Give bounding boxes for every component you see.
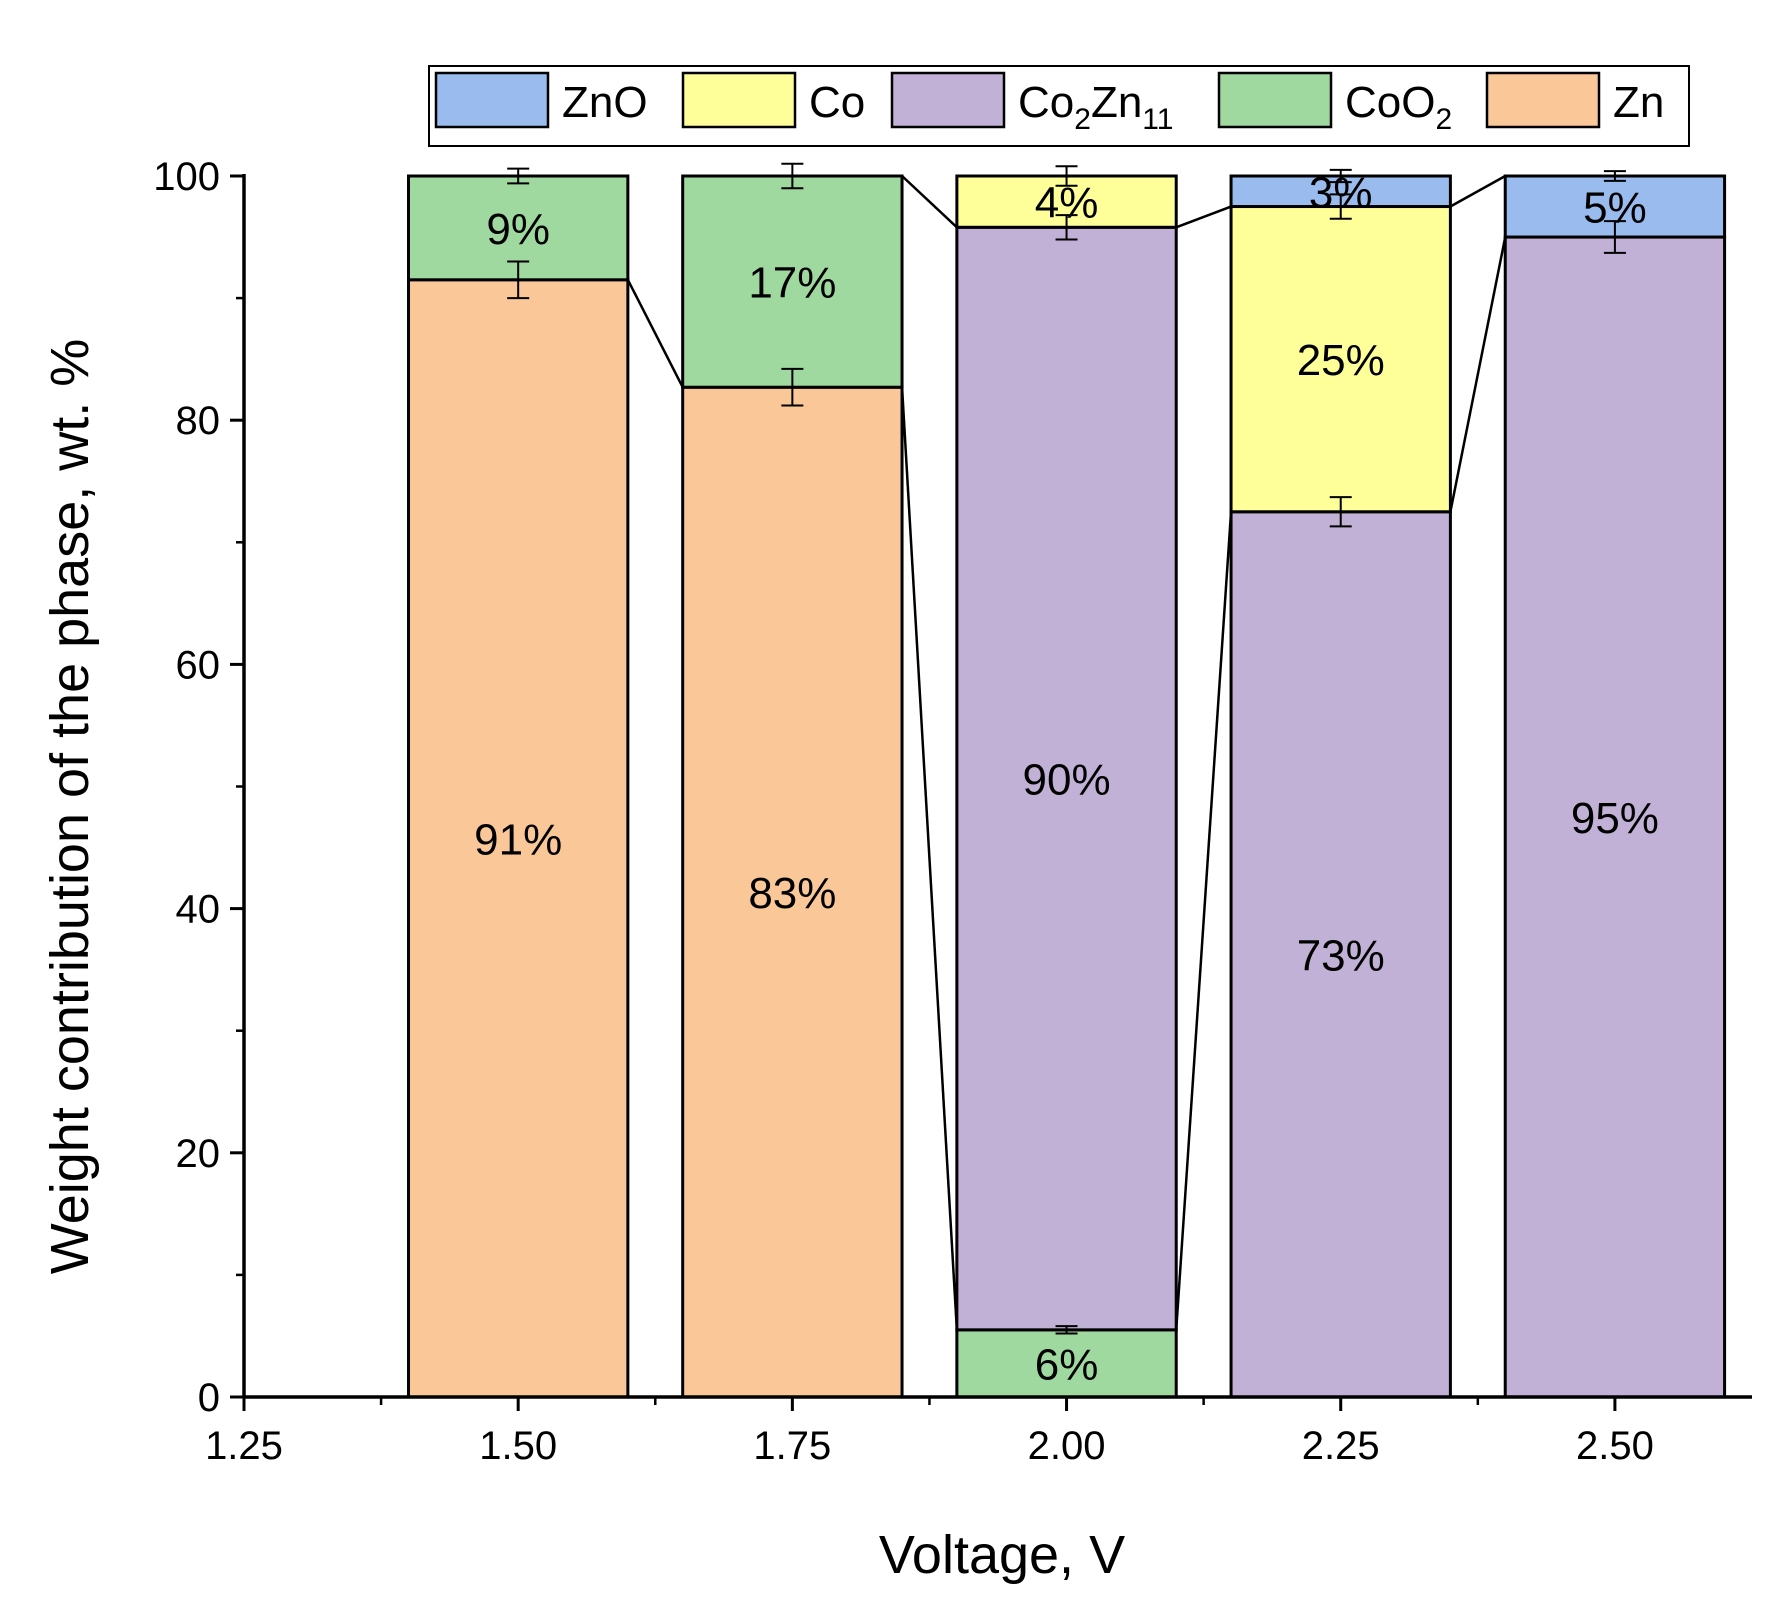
legend-label-co2zn11: Co2Zn11 (1018, 78, 1173, 136)
y-tick-label: 20 (176, 1132, 221, 1176)
bar-segment-co (1229, 205, 1452, 514)
data-label: 25% (1297, 336, 1385, 385)
data-label: 90% (1023, 756, 1111, 805)
y-tick-label: 60 (176, 643, 221, 687)
bar-labels: 91% 9% 83% 17% 6% 90% 4% 73% 25% 3% 95% 5% (474, 168, 1659, 1389)
legend-label-co: Co (809, 78, 865, 127)
connector-line (626, 279, 684, 388)
x-tick-label: 1.50 (479, 1424, 557, 1468)
data-label: 91% (474, 815, 562, 864)
legend-swatch-zno (434, 71, 550, 129)
error-bars (507, 162, 1626, 1335)
data-label: 9% (486, 205, 550, 254)
bars (407, 174, 1727, 1399)
bar-segment-coo2 (955, 1328, 1178, 1399)
legend-label-zno: ZnO (562, 78, 648, 127)
legend-swatch-co (681, 71, 797, 129)
bar-segment-coo2 (681, 174, 904, 389)
y-tick-label: 0 (198, 1376, 220, 1420)
data-label: 95% (1571, 794, 1659, 843)
data-label: 4% (1035, 179, 1099, 228)
legend-swatch-co2zn11 (890, 71, 1006, 129)
data-label: 6% (1035, 1340, 1099, 1389)
legend-swatch-zn (1485, 71, 1601, 129)
connector-line (1174, 511, 1233, 1330)
data-label: 17% (748, 259, 836, 308)
x-tick-label: 2.50 (1576, 1424, 1654, 1468)
bar-segment-zn (681, 385, 904, 1399)
connector-lines (626, 174, 1507, 1330)
legend-label-coo2: CoO2 (1345, 78, 1452, 136)
legend-label-zn: Zn (1613, 78, 1664, 127)
data-label: 83% (748, 869, 836, 918)
legend-box (428, 65, 1690, 147)
axes: 0 20 40 60 80 100 1.25 1.50 1.75 2.00 2.25 2.50 (153, 155, 1752, 1468)
bar-segment-co2zn11 (1503, 235, 1727, 1399)
connector-line (901, 175, 958, 229)
connector-line (1449, 236, 1507, 513)
legend: ZnO Co Co2Zn11 CoO2 Zn (428, 65, 1690, 147)
data-label: 73% (1297, 931, 1385, 980)
x-tick-label: 1.75 (753, 1424, 831, 1468)
y-axis-title: Weight contribution of the phase, wt. % (40, 339, 100, 1275)
legend-swatch-coo2 (1217, 71, 1333, 129)
bar-segment-co2zn11 (955, 225, 1178, 1332)
x-tick-label: 2.00 (1028, 1424, 1106, 1468)
x-tick-label: 1.25 (205, 1424, 283, 1468)
connector-line (900, 387, 959, 1330)
y-tick-label: 40 (176, 888, 221, 932)
connector-line (1175, 205, 1232, 229)
x-tick-label: 2.25 (1302, 1424, 1380, 1468)
data-label: 5% (1583, 184, 1647, 233)
x-axis-title: Voltage, V (879, 1525, 1125, 1585)
connector-line (1449, 174, 1506, 208)
y-tick-label: 80 (176, 399, 221, 443)
data-label: 3% (1309, 168, 1373, 217)
y-tick-label: 100 (153, 155, 220, 199)
bar-segment-co2zn11 (1229, 510, 1452, 1399)
